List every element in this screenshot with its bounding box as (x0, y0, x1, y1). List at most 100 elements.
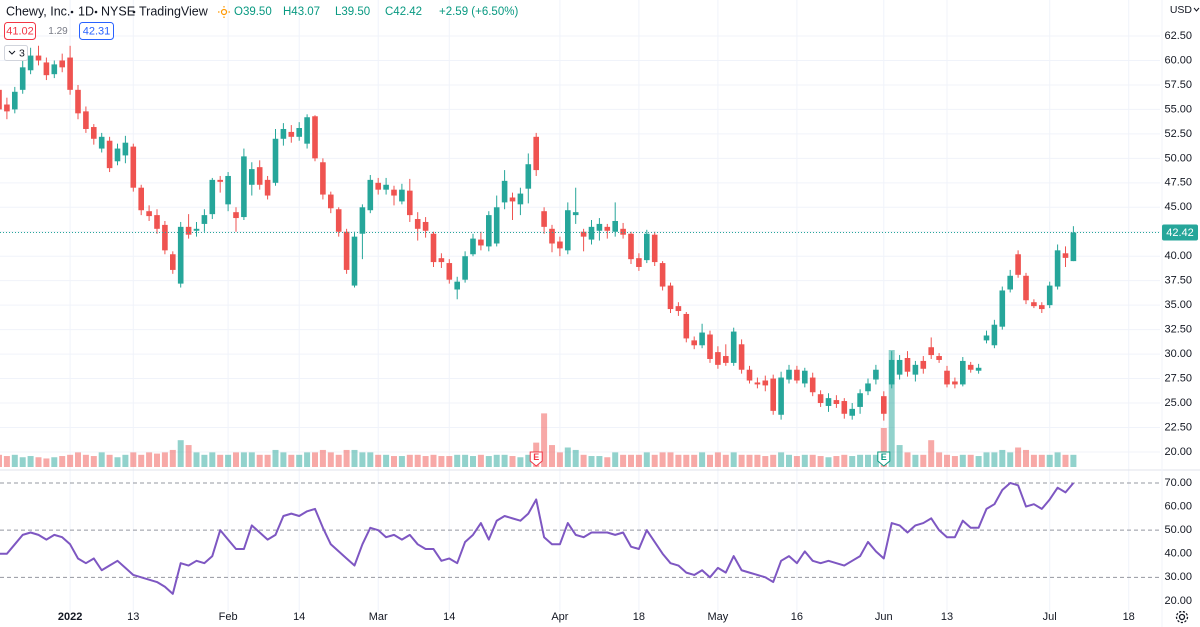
volume-bar (564, 447, 571, 467)
close-value: C42.42 (385, 6, 422, 18)
settings-icon[interactable] (1175, 610, 1189, 624)
volume-bar (778, 452, 785, 467)
volume-bar (549, 445, 555, 467)
candle-body (0, 89, 2, 110)
volume-bar (114, 457, 121, 467)
ask-box[interactable] (79, 22, 114, 40)
candle-body (225, 175, 231, 205)
volume-bar (240, 452, 247, 467)
volume-bar (691, 454, 698, 467)
dot (70, 10, 74, 14)
volume-bar (193, 452, 200, 467)
candle-body (683, 313, 690, 339)
candle-body (241, 156, 247, 218)
currency[interactable]: USD (1170, 4, 1193, 16)
volume-bar (438, 456, 445, 467)
volume-bar (746, 454, 753, 467)
candle-body (1031, 302, 1037, 307)
dot (94, 10, 98, 14)
volume-bar (462, 454, 469, 467)
candle-body (651, 234, 658, 263)
volume-bar (596, 456, 603, 467)
candle-body (983, 335, 990, 341)
y-tick-label: 37.50 (1164, 275, 1192, 287)
volume-bar (714, 452, 721, 467)
candle-body (1007, 275, 1013, 290)
candle-body (12, 91, 18, 110)
candle-body (746, 369, 753, 381)
volume-bar (754, 454, 761, 467)
candle-body (414, 219, 421, 229)
candle-body (154, 215, 160, 229)
volume-bar (493, 454, 500, 467)
volume-bar (122, 454, 129, 467)
candle-body (233, 212, 239, 219)
candle-body (967, 364, 974, 370)
volume-bar (604, 457, 611, 467)
candle-body (730, 331, 737, 363)
y-tick-label: 55.00 (1164, 103, 1192, 115)
x-tick-label: 2022 (58, 611, 82, 623)
rsi-tick-label: 60.00 (1164, 500, 1192, 512)
candle-body (217, 179, 223, 182)
candle-body (881, 396, 887, 414)
candle-body (67, 57, 73, 90)
x-tick-label: Jun (875, 611, 893, 623)
candle-body (19, 67, 26, 90)
volume-bar (169, 449, 176, 467)
volume-bar (1070, 454, 1077, 467)
candle-body (770, 378, 776, 411)
candle-body (106, 140, 113, 169)
volume-bar (525, 454, 532, 467)
volume-bar (485, 456, 492, 467)
volume-bar (391, 456, 397, 467)
y-tick-label: 32.50 (1164, 324, 1192, 336)
volume-bar (3, 456, 10, 467)
candle-body (138, 187, 144, 211)
earnings-label: E (881, 452, 887, 462)
y-tick-label: 52.50 (1164, 128, 1192, 140)
bid-box[interactable] (4, 22, 36, 40)
x-tick-label: 14 (293, 611, 305, 623)
exchange: NYSE (101, 4, 135, 18)
candle-body (130, 146, 137, 188)
volume-bar (209, 452, 216, 467)
candle-body (438, 258, 445, 263)
volume-bar (872, 454, 879, 467)
volume-bar (154, 453, 160, 467)
x-tick-label: Feb (219, 611, 238, 623)
volume-bar (572, 449, 579, 467)
indicator-toggle[interactable] (4, 45, 28, 61)
candle-body (51, 64, 58, 75)
candle-body (383, 184, 389, 190)
volume-bar (951, 456, 958, 467)
candle-body (667, 285, 674, 310)
candle-body (35, 55, 42, 61)
candle-body (565, 210, 571, 251)
volume-bar (849, 456, 856, 467)
volume-bar (1030, 454, 1037, 467)
candle-body (470, 238, 476, 255)
candle-body (59, 60, 65, 68)
candle-body (391, 189, 397, 196)
rsi-tick-label: 30.00 (1164, 571, 1192, 583)
candle-body (999, 290, 1006, 327)
volume-bar (138, 454, 145, 467)
candle-body (209, 179, 216, 215)
candle-body (304, 117, 310, 144)
volume-bar (936, 452, 943, 467)
volume-bar (651, 454, 658, 467)
volume-bar (722, 454, 729, 467)
volume-bar (612, 452, 619, 467)
candle-body (707, 334, 713, 359)
candle-body (27, 55, 34, 71)
volume-bar (738, 454, 745, 467)
x-tick-label: Mar (369, 611, 388, 623)
volume-bar (683, 454, 690, 467)
candle-body (825, 398, 832, 406)
volume-bar (809, 454, 816, 467)
volume-bar (43, 458, 50, 467)
volume-bar (82, 454, 89, 467)
candle-body (841, 401, 848, 414)
x-tick-label: Jul (1043, 611, 1057, 623)
